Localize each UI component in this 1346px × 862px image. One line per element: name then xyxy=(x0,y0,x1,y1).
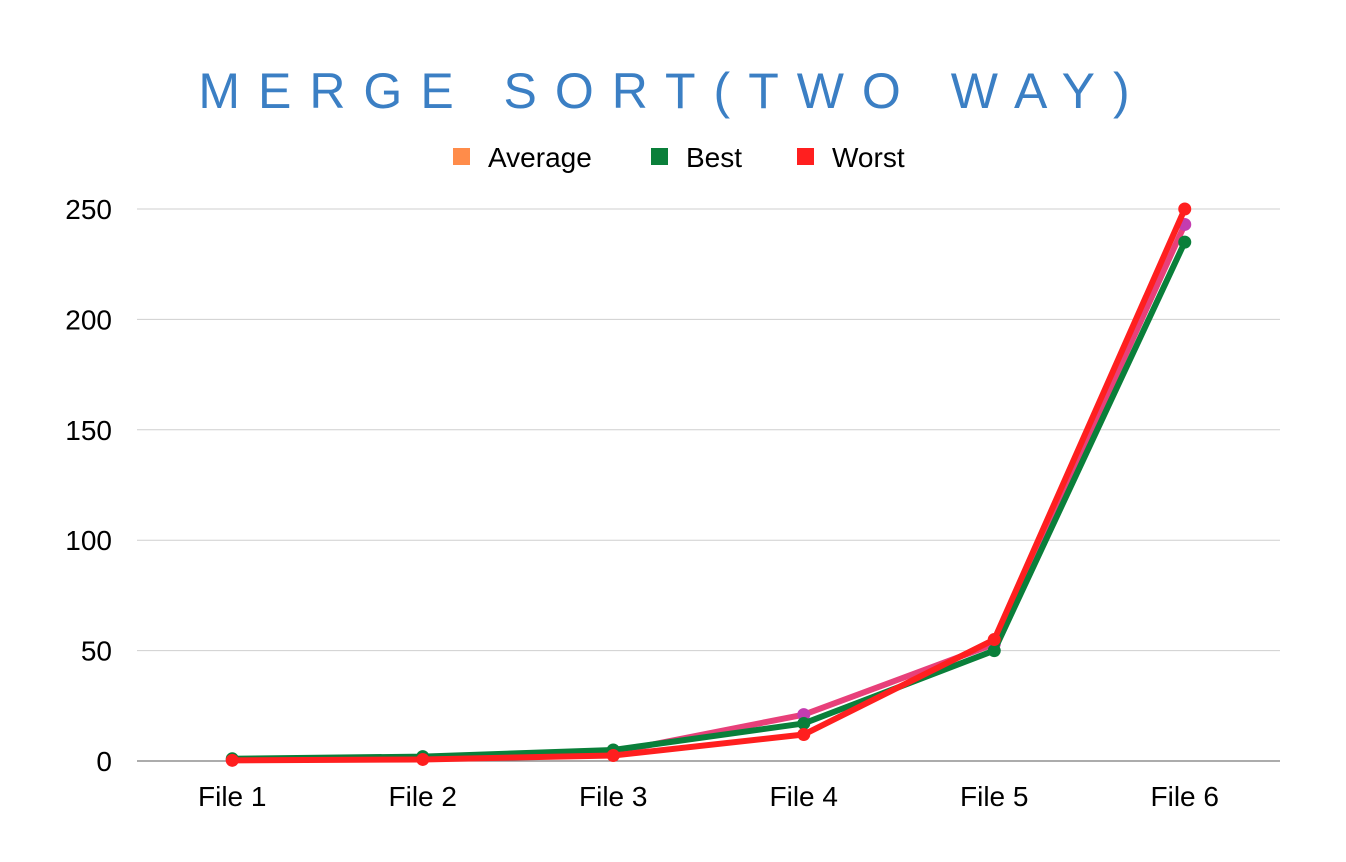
x-tick-label: File 2 xyxy=(389,781,457,812)
y-tick-label: 100 xyxy=(65,525,112,556)
legend-swatch xyxy=(453,148,470,165)
series-layer xyxy=(225,202,1192,767)
x-tick-label: File 5 xyxy=(960,781,1028,812)
data-point-worst xyxy=(1178,202,1192,216)
series-line-average xyxy=(229,221,1188,763)
y-tick-label: 150 xyxy=(65,415,112,446)
y-tick-label: 0 xyxy=(96,746,112,777)
legend-label: Worst xyxy=(832,142,905,173)
legend-swatch xyxy=(651,148,668,165)
x-tick-label: File 1 xyxy=(198,781,266,812)
y-tick-label: 250 xyxy=(65,194,112,225)
y-tick-label: 50 xyxy=(81,636,112,667)
chart-title: MERGE SORT(TWO WAY) xyxy=(198,63,1147,119)
x-tick-label: File 3 xyxy=(579,781,647,812)
y-axis: 0 50 100 150 200 250 xyxy=(65,194,112,777)
data-point-worst xyxy=(987,633,1001,647)
legend-label: Best xyxy=(686,142,742,173)
legend-label: Average xyxy=(488,142,592,173)
legend: Average Best Worst xyxy=(453,142,905,173)
x-tick-label: File 4 xyxy=(770,781,838,812)
data-point-best xyxy=(797,716,811,730)
x-tick-label: File 6 xyxy=(1151,781,1219,812)
data-point-worst xyxy=(225,753,239,767)
data-point-worst xyxy=(606,748,620,762)
legend-swatch xyxy=(797,148,814,165)
gridlines xyxy=(137,208,1280,762)
series-line-worst xyxy=(229,206,1188,764)
data-point-worst xyxy=(797,728,811,742)
y-tick-label: 200 xyxy=(65,304,112,335)
data-point-best xyxy=(1178,235,1192,249)
data-point-best xyxy=(987,644,1001,658)
data-point-worst xyxy=(416,752,430,766)
x-axis: File 1 File 2 File 3 File 4 File 5 File 6 xyxy=(198,781,1219,812)
